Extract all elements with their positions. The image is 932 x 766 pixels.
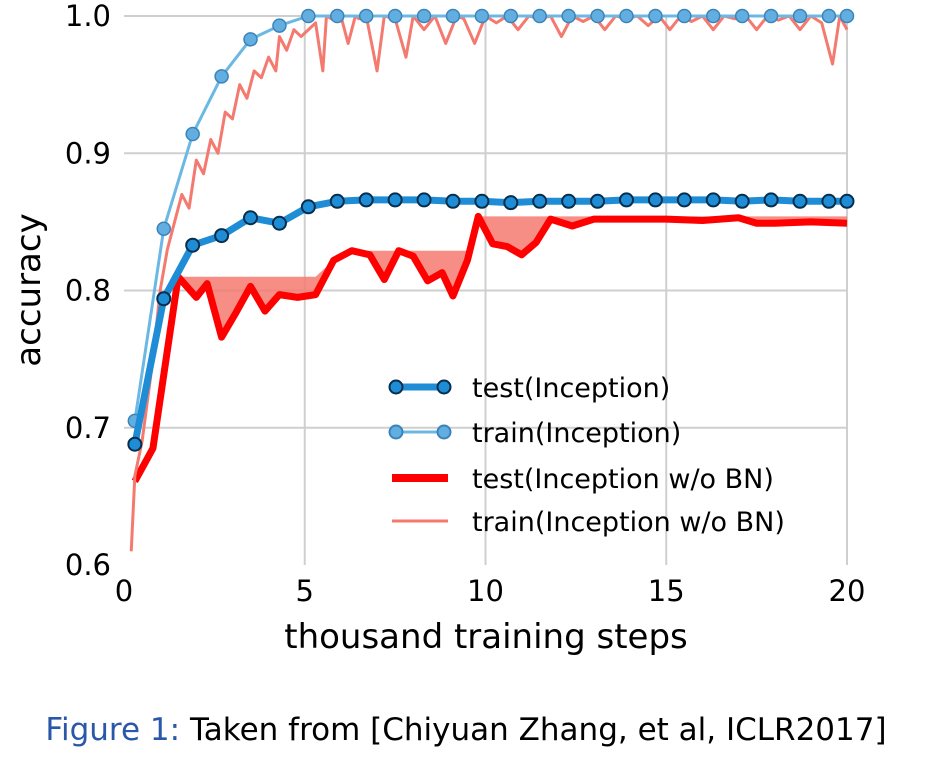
point-test-inception-20: [705, 192, 721, 208]
x-tick-label-4: 20: [829, 574, 866, 608]
point-test-inception-6: [300, 199, 316, 215]
legend: test(Inception) train(Inception) test(Ince…: [388, 373, 785, 538]
point-test-inception-9: [387, 192, 403, 208]
legend-marker-a-0: [388, 379, 404, 395]
y-tick-label-1: 0.7: [65, 411, 111, 445]
point-train-inception-14: [532, 8, 547, 24]
point-test-inception-4: [243, 210, 259, 226]
point-train-inception-19: [677, 8, 692, 24]
point-train-inception-1: [156, 221, 172, 236]
x-tick-label-1: 5: [296, 574, 314, 608]
legend-label-2: test(Inception w/o BN): [472, 464, 774, 495]
accuracy-chart: 0 5 10 15 20 0.6 0.7 0.8 0.9 1.0 thousand traini…: [9, 0, 866, 657]
y-tick-labels: 0.6 0.7 0.8 0.9 1.0: [65, 0, 111, 582]
point-train-inception-10: [416, 8, 432, 24]
point-test-inception-1: [156, 291, 172, 307]
point-test-inception-25: [839, 193, 855, 209]
point-train-inception-4: [243, 32, 258, 47]
x-tick-labels: 0 5 10 15 20: [115, 574, 866, 608]
point-train-inception-21: [734, 8, 750, 24]
point-test-inception-2: [185, 237, 201, 253]
point-test-inception-11: [445, 193, 461, 209]
point-train-inception-23: [792, 8, 808, 24]
x-tick-label-3: 15: [648, 574, 685, 608]
point-test-inception-18: [647, 192, 663, 208]
line-train-inception-wo-bn: [129, 14, 849, 552]
point-test-inception-21: [734, 193, 750, 209]
x-axis-label: thousand training steps: [284, 617, 688, 657]
point-train-inception-15: [561, 8, 576, 24]
point-train-inception-9: [387, 8, 403, 24]
point-train-inception-6: [301, 8, 316, 24]
point-test-inception-19: [676, 192, 692, 208]
point-test-inception-5: [271, 215, 287, 231]
point-test-inception-7: [329, 193, 345, 209]
legend-marker-b-1: [436, 424, 452, 440]
point-test-inception-13: [503, 195, 519, 211]
point-train-inception-18: [648, 8, 663, 24]
point-train-inception-16: [590, 8, 605, 24]
point-train-inception-5: [272, 18, 287, 33]
x-tick-label-2: 10: [467, 574, 504, 608]
point-train-inception-3: [214, 69, 229, 84]
legend-label-0: test(Inception): [472, 373, 670, 404]
point-test-inception-3: [214, 228, 230, 244]
point-train-inception-2: [185, 126, 200, 142]
line-test-inception-wo-bn: [131, 212, 848, 483]
point-train-inception-24: [821, 8, 837, 24]
point-test-inception-14: [532, 193, 548, 209]
point-test-inception-12: [474, 193, 490, 209]
point-test-inception-10: [416, 192, 432, 208]
point-train-inception-22: [763, 8, 779, 24]
point-test-inception-17: [618, 192, 634, 208]
caption-text: Taken from [Chiyuan Zhang, et al, ICLR20…: [189, 712, 887, 748]
shaded-area: [134, 216, 848, 482]
point-train-inception-12: [474, 8, 490, 24]
y-axis-label: accuracy: [9, 213, 49, 366]
figure-label: Figure 1:: [45, 712, 181, 748]
point-train-inception-20: [705, 8, 721, 24]
point-test-inception-15: [561, 193, 577, 209]
point-train-inception-17: [619, 8, 634, 24]
point-train-inception-8: [358, 8, 374, 24]
point-train-inception-13: [503, 8, 519, 24]
y-tick-label-3: 0.9: [65, 136, 111, 170]
legend-label-3: train(Inception w/o BN): [472, 507, 785, 538]
y-tick-label-2: 0.8: [65, 274, 111, 308]
legend-marker-a-1: [388, 424, 404, 440]
point-test-inception-0: [127, 436, 143, 452]
shaded-gap-region: [134, 216, 848, 482]
point-test-inception-24: [821, 193, 837, 209]
legend-marker-b-0: [436, 379, 452, 395]
point-train-inception-25: [839, 8, 855, 24]
y-tick-label-4: 1.0: [65, 0, 111, 33]
figure-caption: Figure 1: Taken from [Chiyuan Zhang, et …: [0, 712, 932, 748]
point-test-inception-8: [358, 192, 374, 208]
point-test-inception-16: [590, 193, 606, 209]
point-test-inception-23: [792, 193, 808, 209]
y-tick-label-0: 0.6: [65, 548, 111, 582]
legend-label-1: train(Inception): [472, 418, 681, 449]
x-tick-label-0: 0: [115, 574, 133, 608]
point-train-inception-7: [330, 8, 345, 24]
series-layer: [127, 8, 855, 552]
point-train-inception-11: [445, 8, 461, 24]
point-test-inception-22: [763, 192, 779, 208]
